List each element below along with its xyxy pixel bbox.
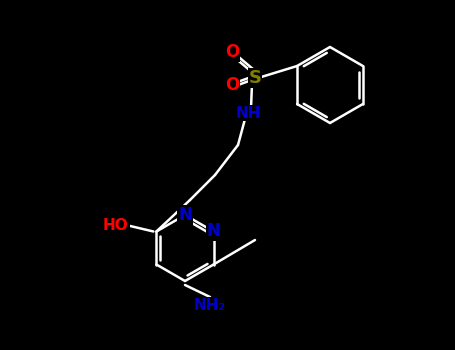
- Text: S: S: [248, 69, 262, 87]
- Text: N: N: [178, 206, 192, 224]
- Text: HO: HO: [103, 217, 129, 232]
- Text: NH: NH: [235, 105, 261, 120]
- Text: O: O: [225, 43, 239, 61]
- Text: NH₂: NH₂: [194, 298, 226, 313]
- Text: O: O: [225, 76, 239, 94]
- Text: N: N: [207, 223, 221, 240]
